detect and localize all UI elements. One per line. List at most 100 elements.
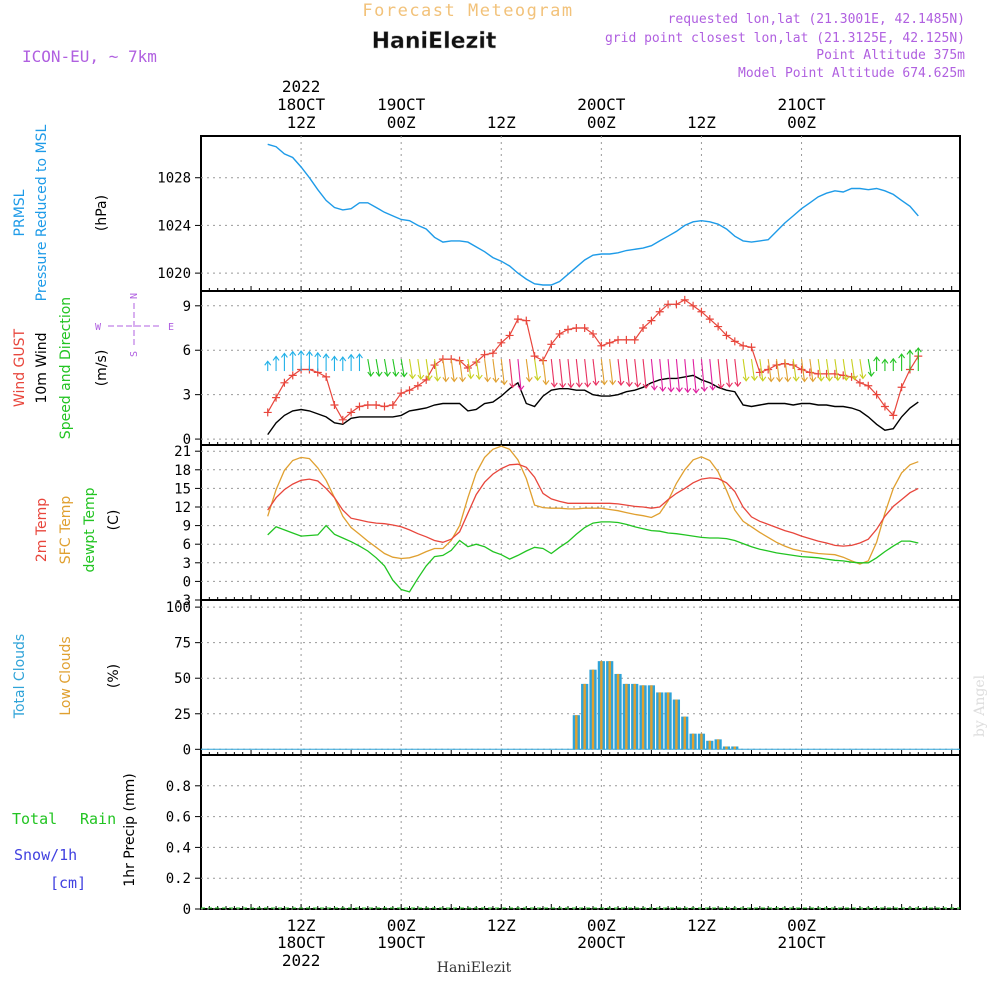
wind-direction-arrow xyxy=(634,358,639,387)
wind-direction-arrow xyxy=(383,358,389,377)
temp-frame xyxy=(200,444,961,601)
wind-arrow-head xyxy=(272,355,280,361)
wind-gust-marker xyxy=(330,401,339,410)
wind-gust-marker xyxy=(897,383,906,392)
temp-ytick-label: 3 xyxy=(183,556,191,572)
wind-direction-arrow xyxy=(400,358,405,377)
wind-arrow-head xyxy=(305,350,313,356)
wind-arrow-head xyxy=(776,377,783,383)
model-point-altitude: Model Point Altitude 674.625m xyxy=(738,66,965,81)
wind-gust-marker xyxy=(280,378,289,387)
wind-direction-arrow xyxy=(567,358,572,388)
wind-gust-marker xyxy=(480,350,489,359)
wind-direction-arrow xyxy=(550,358,555,387)
wind-arrow-head xyxy=(584,382,592,388)
wind-direction-arrow xyxy=(525,358,530,382)
top-time-label: 21OCT xyxy=(777,95,826,114)
wind-arrow-head xyxy=(400,372,408,378)
low-clouds-bar xyxy=(633,683,636,750)
temp-2m-line xyxy=(267,463,919,547)
temp-sfc-label: SFC Temp xyxy=(58,496,74,565)
wind-ytick-label: 3 xyxy=(183,388,191,404)
wind-gust-marker xyxy=(622,335,631,344)
wind-direction-arrow xyxy=(659,358,664,392)
wind-unit: (m/s) xyxy=(94,350,110,387)
temp-panel-label: 2m Temp SFC Temp dewpt Temp (C) xyxy=(34,487,122,572)
wind-arrow-head xyxy=(331,355,338,361)
precip-ytick-label: 0 xyxy=(183,902,191,918)
wind-gust-marker xyxy=(755,368,764,377)
wind-gust-marker xyxy=(747,343,756,352)
wind-direction-arrow xyxy=(442,358,447,382)
low-clouds-label: Low Clouds xyxy=(58,636,74,715)
wind-direction-arrow xyxy=(592,358,597,386)
wind-gust-marker xyxy=(263,408,272,417)
low-clouds-bar xyxy=(616,673,620,750)
wind-direction-arrow xyxy=(692,358,697,393)
wind-gust-marker xyxy=(347,408,356,417)
wind-direction-arrow xyxy=(642,358,647,389)
wind-gust-marker xyxy=(655,307,664,316)
wind-direction-arrow xyxy=(725,358,731,387)
bottom-time-label: 00Z xyxy=(587,916,616,935)
wind-gust-marker xyxy=(797,365,806,374)
wind-direction-arrow xyxy=(784,358,789,382)
wind-direction-arrow xyxy=(700,358,705,392)
wind-direction-arrow xyxy=(500,358,505,385)
wind-arrow-head xyxy=(784,377,792,383)
wind-arrow-head xyxy=(517,385,525,391)
bottom-time-label: 19OCT xyxy=(377,933,426,952)
top-time-label: 20OCT xyxy=(577,95,626,114)
watermark: by Angel xyxy=(972,674,988,737)
temp-ytick-label: 6 xyxy=(183,537,191,553)
chart-panels: 1020102410280369-30369121518210255075100… xyxy=(157,136,961,918)
wind-gust-marker xyxy=(272,393,281,402)
wind-direction-arrow xyxy=(450,358,455,382)
wind-arrow-head xyxy=(792,376,800,382)
wind-arrow-head xyxy=(525,377,533,383)
wind-arrow-head xyxy=(759,376,767,382)
wind-arrow-head xyxy=(684,387,692,394)
wind-gust-marker xyxy=(814,369,823,378)
wind-arrow-head xyxy=(642,383,650,389)
wind-arrow-head xyxy=(314,351,322,358)
wind-gust-marker xyxy=(689,301,698,310)
wind-direction-arrow xyxy=(826,358,831,381)
wind-arrow-head xyxy=(367,371,375,377)
bottom-time-label: 18OCT xyxy=(277,933,326,952)
clouds-frame xyxy=(200,599,961,756)
wind-gust-marker xyxy=(405,386,414,395)
wind-gust-marker xyxy=(380,402,389,411)
wind-direction-arrow xyxy=(851,358,856,380)
snow-unit-label: [cm] xyxy=(50,874,86,892)
low-clouds-bar xyxy=(725,746,728,750)
wind-direction-arrow xyxy=(800,358,806,382)
wind-gust-marker xyxy=(463,364,472,372)
wind-gust-marker xyxy=(864,381,873,390)
wind-frame xyxy=(200,290,961,446)
wind-arrow-head xyxy=(659,386,667,392)
wind-gust-marker xyxy=(647,316,656,325)
snow-label: Snow/1h xyxy=(14,846,77,864)
top-time-label: 2022 xyxy=(282,77,321,96)
wind-gust-marker xyxy=(697,307,706,316)
wind-gust-marker xyxy=(488,349,497,358)
wind-arrow-head xyxy=(851,375,859,381)
wind-gust-marker xyxy=(639,324,648,333)
top-time-label: 00Z xyxy=(387,113,416,132)
wind-gust-marker xyxy=(705,315,714,324)
wind-arrow-head xyxy=(873,356,881,362)
wind-gust-marker xyxy=(630,335,639,344)
clouds-ytick-label: 0 xyxy=(183,742,191,758)
compass-s: S xyxy=(129,351,140,357)
wind-direction-arrow xyxy=(375,358,380,377)
wind-direction-arrow xyxy=(559,358,564,388)
wind-gust-marker xyxy=(714,322,723,331)
wind-direction-arrow xyxy=(867,358,872,377)
wind-direction-arrow xyxy=(709,358,714,390)
wind-direction-arrow xyxy=(834,358,839,381)
wind-panel: 0 3 6 9 xyxy=(183,290,961,448)
wind-arrow-head xyxy=(801,377,808,383)
wind-arrow-head xyxy=(297,350,305,356)
temp-panel: -3 0 3 6 9 12 15 18 21 xyxy=(174,444,961,609)
